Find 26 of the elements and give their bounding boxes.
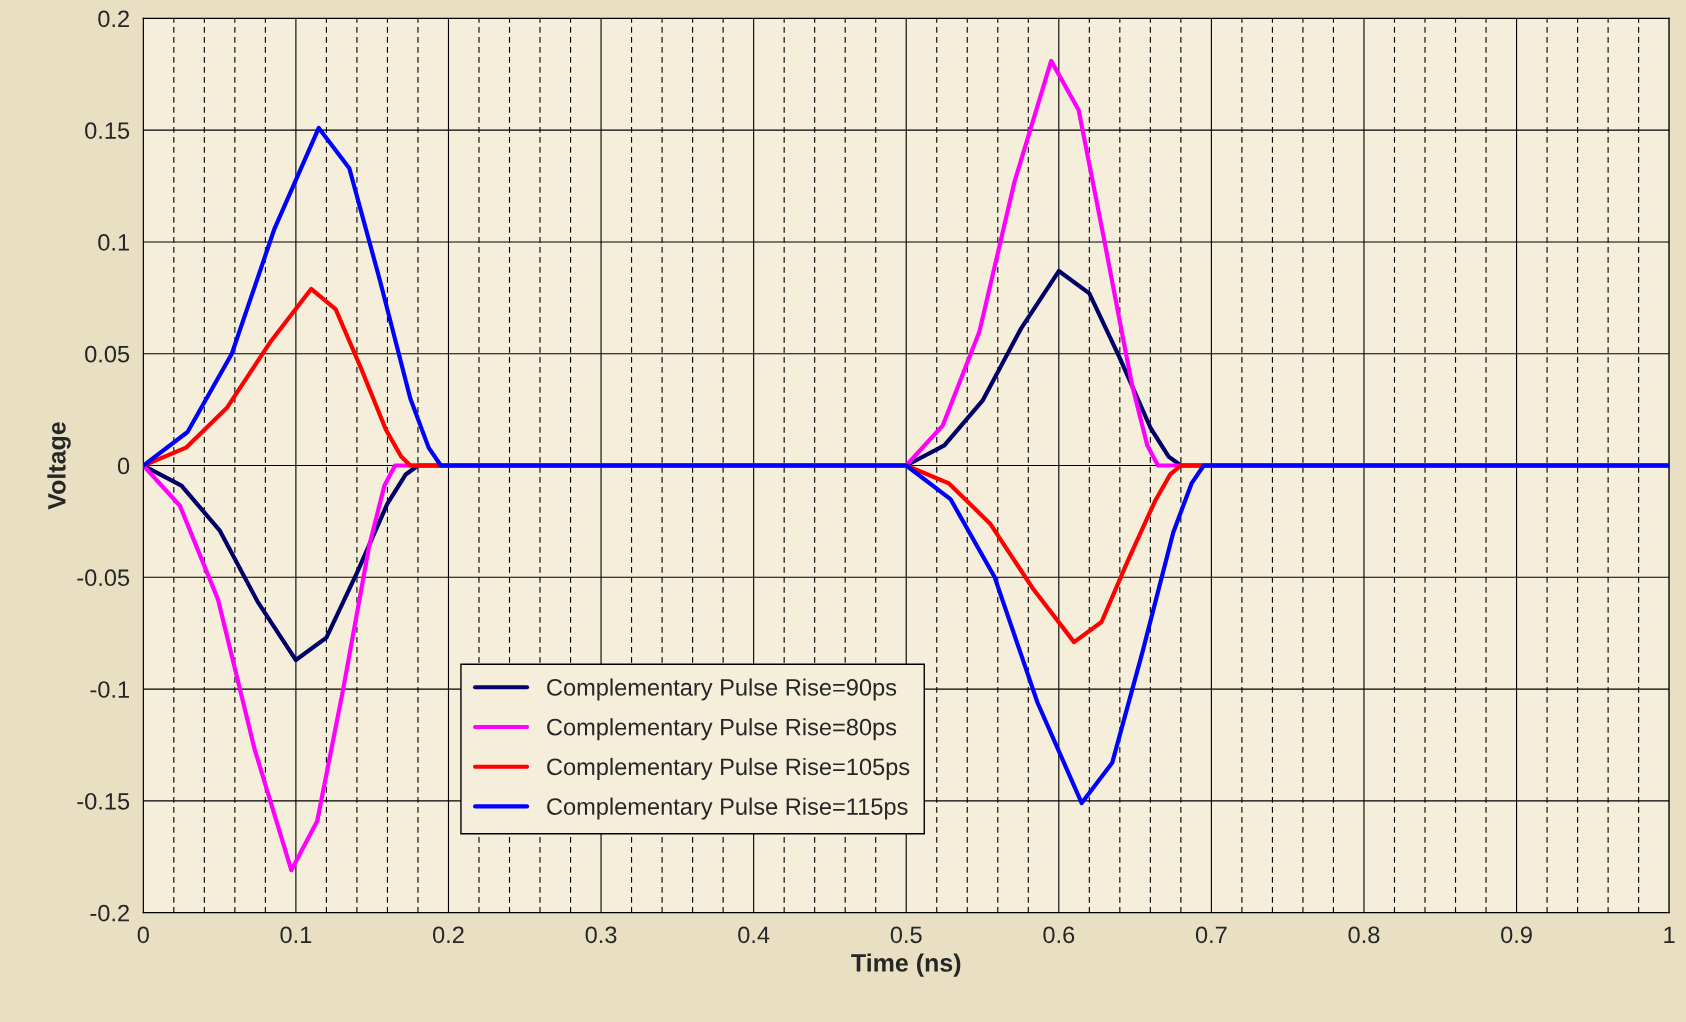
x-tick-label: 0.8 [1348, 926, 1380, 944]
y-tick-label: -0.2 [90, 904, 129, 922]
y-tick-label: 0.05 [85, 345, 130, 363]
x-tick-label: 0.5 [890, 926, 922, 944]
x-tick-label: 0.3 [585, 926, 617, 944]
x-tick-label: 0.2 [432, 926, 464, 944]
y-tick-label: 0 [117, 457, 130, 475]
y-tick-label: 0.2 [98, 10, 129, 28]
y-tick-label: -0.05 [77, 569, 130, 587]
y-tick-label: -0.15 [77, 792, 130, 810]
legend-label: Complementary Pulse Rise=90ps [547, 678, 897, 701]
x-axis-title: Time (ns) [851, 953, 961, 977]
x-tick-label: 0.6 [1043, 926, 1075, 944]
x-tick-label: 0.4 [738, 926, 770, 944]
y-axis-title: Voltage [47, 422, 71, 510]
x-tick-label: 0.9 [1501, 926, 1532, 944]
legend-label: Complementary Pulse Rise=80ps [547, 718, 897, 741]
x-tick-label: 0.7 [1195, 926, 1227, 944]
y-tick-label: -0.1 [90, 681, 129, 698]
y-tick-label: 0.15 [85, 122, 130, 139]
legend-label: Complementary Pulse Rise=115ps [547, 797, 908, 820]
x-tick-label: 1 [1664, 926, 1675, 943]
x-tick-label: 0.1 [280, 926, 312, 944]
legend-label: Complementary Pulse Rise=105ps [547, 757, 910, 780]
y-tick-label: 0.1 [98, 234, 129, 251]
x-tick-label: 0 [137, 926, 149, 944]
